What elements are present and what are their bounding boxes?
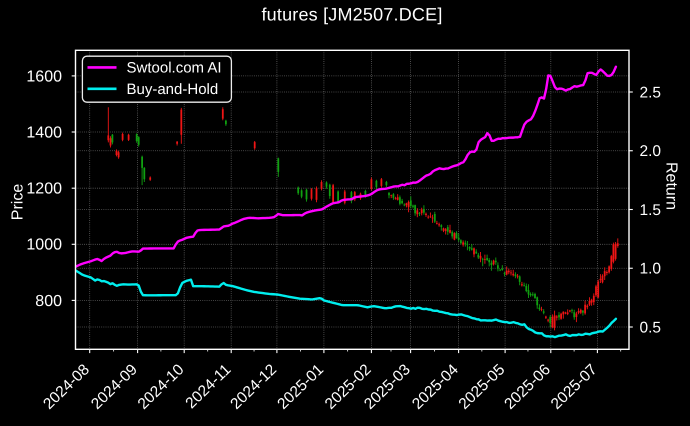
svg-text:futures [JM2507.DCE]: futures [JM2507.DCE] bbox=[261, 5, 442, 25]
svg-text:1.0: 1.0 bbox=[640, 261, 662, 278]
svg-text:0.5: 0.5 bbox=[640, 319, 662, 336]
svg-text:Buy-and-Hold: Buy-and-Hold bbox=[127, 81, 219, 98]
svg-text:Price: Price bbox=[10, 184, 27, 221]
svg-text:1000: 1000 bbox=[26, 237, 62, 254]
svg-text:1200: 1200 bbox=[26, 181, 62, 198]
svg-text:1600: 1600 bbox=[26, 68, 62, 85]
svg-text:1400: 1400 bbox=[26, 124, 62, 141]
svg-text:1.5: 1.5 bbox=[640, 202, 662, 219]
svg-text:800: 800 bbox=[35, 293, 62, 310]
svg-text:Return: Return bbox=[663, 162, 680, 210]
svg-text:2.5: 2.5 bbox=[640, 84, 662, 101]
svg-text:2.0: 2.0 bbox=[640, 143, 662, 160]
svg-text:Swtool.com AI: Swtool.com AI bbox=[127, 60, 222, 77]
